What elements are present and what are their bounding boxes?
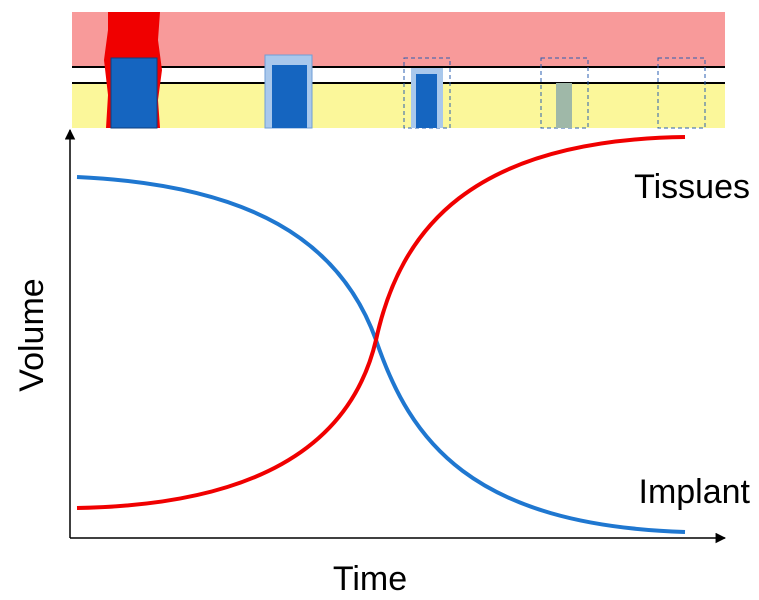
x-axis-label: Time [333, 560, 407, 598]
implant [272, 65, 307, 128]
tissue-curve [76, 135, 686, 510]
implant [416, 74, 437, 128]
original-outline [657, 57, 706, 129]
tissue-strip [72, 12, 725, 129]
gap-layer [72, 67, 725, 83]
bone-layer [72, 83, 725, 128]
original-outline [403, 57, 451, 129]
tissue-layer [72, 12, 725, 67]
implant-curve [76, 175, 686, 534]
y-axis-label: Volume [13, 278, 51, 391]
implant-label: Implant [639, 473, 751, 511]
implant [110, 57, 158, 129]
implant-remnant [556, 83, 572, 128]
tissues-label: Tissues [634, 168, 750, 206]
